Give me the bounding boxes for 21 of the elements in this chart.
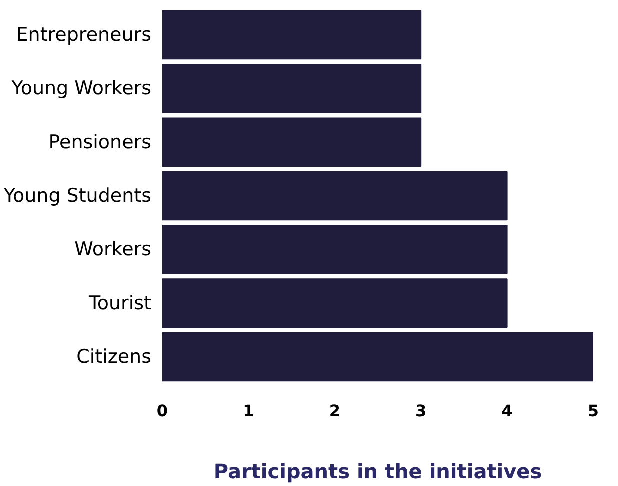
bar [162, 225, 508, 274]
x-tick-label: 4 [502, 402, 513, 420]
y-tick-label: Young Students [2, 185, 152, 207]
y-tick-label: Tourist [88, 292, 152, 314]
bar [162, 118, 422, 167]
bar [162, 64, 422, 114]
bar [162, 278, 508, 328]
x-tick-label: 3 [416, 402, 427, 420]
x-axis-title: Participants in the initiatives [214, 460, 542, 484]
bar [162, 171, 508, 221]
bar [162, 10, 422, 60]
x-tick-label: 2 [329, 402, 340, 420]
bar [162, 332, 594, 382]
y-tick-label: Workers [74, 238, 152, 261]
y-tick-label: Citizens [76, 346, 152, 368]
y-tick-label: Entrepreneurs [16, 24, 152, 46]
x-tick-label: 5 [588, 402, 600, 420]
y-tick-label: Young Workers [10, 78, 152, 100]
x-tick-label: 1 [243, 402, 254, 420]
y-tick-label: Pensioners [48, 131, 152, 154]
x-tick-label: 0 [156, 402, 168, 420]
